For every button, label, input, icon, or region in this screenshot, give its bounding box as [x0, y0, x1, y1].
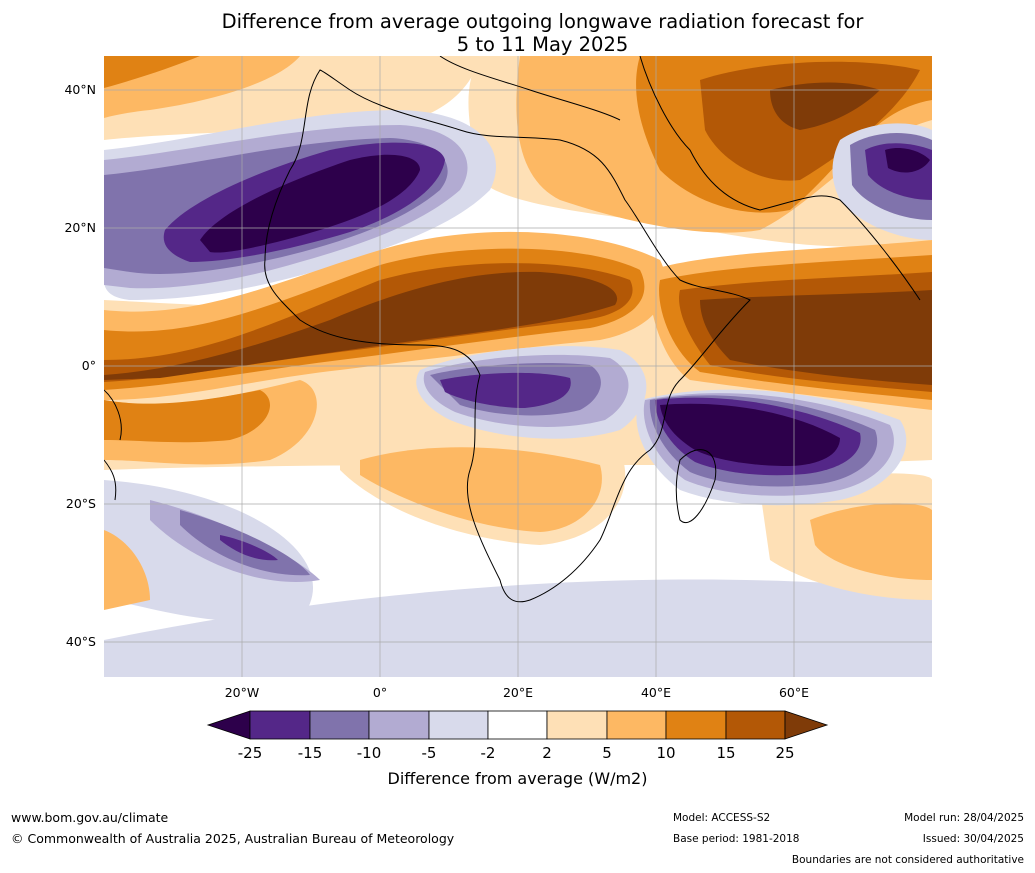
colorbar-tick: 25	[775, 744, 795, 762]
colorbar-segment	[368, 710, 430, 740]
colorbar-tick: 2	[542, 744, 552, 762]
colorbar-segment	[428, 710, 489, 740]
map-title: Difference from average outgoing longwav…	[0, 10, 1035, 56]
lat-label-40n: 40°N	[64, 82, 96, 97]
coastlines	[104, 56, 921, 603]
colorbar-tick: -10	[356, 744, 382, 762]
colorbar-title: Difference from average (W/m2)	[387, 769, 648, 788]
title-line-2: 5 to 11 May 2025	[456, 33, 629, 56]
colorbar-tick: -5	[421, 744, 437, 762]
lon-label-20e: 20°E	[502, 685, 534, 700]
colorbar	[206, 710, 829, 740]
colorbar-tick: 15	[716, 744, 736, 762]
lat-label-40s: 40°S	[65, 634, 96, 649]
title-line-1: Difference from average outgoing longwav…	[221, 10, 864, 33]
footer-url[interactable]: www.bom.gov.au/climate	[11, 810, 169, 825]
colorbar-segment	[665, 710, 727, 740]
colorbar-tick: 10	[656, 744, 676, 762]
colorbar-tick: -25	[237, 744, 263, 762]
footer-model-run: Model run: 28/04/2025	[904, 812, 1024, 824]
lat-label-20n: 20°N	[64, 220, 96, 235]
colorbar-segment	[309, 710, 370, 740]
lon-label-20w: 20°W	[224, 685, 260, 700]
lat-label-0: 0°	[81, 358, 96, 373]
colorbar-tick: 5	[602, 744, 612, 762]
colorbar-left-arrow	[206, 710, 251, 740]
lon-label-60e: 60°E	[778, 685, 810, 700]
lon-label-0: 0°	[372, 685, 388, 700]
colorbar-segment	[725, 710, 786, 740]
footer-boundaries-note: Boundaries are not considered authoritat…	[791, 854, 1024, 866]
gridlines	[104, 56, 932, 677]
lon-label-40e: 40°E	[640, 685, 672, 700]
footer-copyright: © Commonwealth of Australia 2025, Austra…	[11, 831, 455, 846]
colorbar-segment	[546, 710, 608, 740]
colorbar-segment	[249, 710, 311, 740]
colorbar-tick: -15	[297, 744, 323, 762]
lat-label-20s: 20°S	[65, 496, 96, 511]
colorbar-segment	[606, 710, 667, 740]
colorbar-segment	[487, 710, 548, 740]
colorbar-tick: -2	[480, 744, 496, 762]
footer-issued: Issued: 30/04/2025	[922, 833, 1024, 845]
footer-base-period: Base period: 1981-2018	[673, 833, 800, 845]
colorbar-right-arrow	[784, 710, 829, 740]
footer-model: Model: ACCESS-S2	[673, 812, 771, 824]
